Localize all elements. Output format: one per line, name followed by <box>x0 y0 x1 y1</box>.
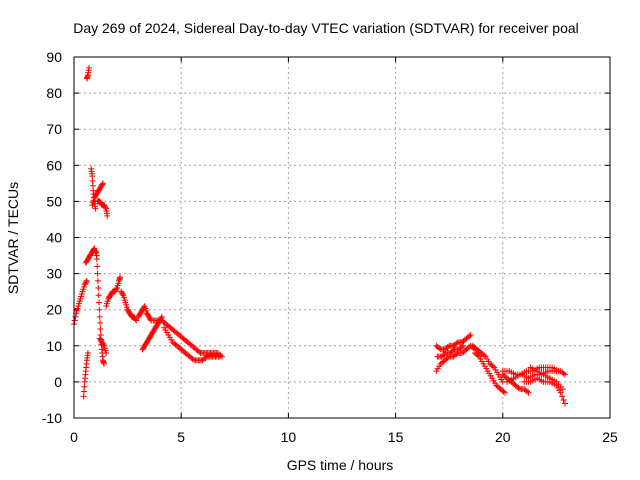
data-point <box>489 363 496 370</box>
data-point <box>99 180 106 187</box>
data-point <box>466 333 473 340</box>
data-point <box>97 319 104 326</box>
y-tick-label: 60 <box>46 157 62 173</box>
data-point <box>481 352 488 359</box>
data-point <box>96 306 103 313</box>
data-point <box>474 352 481 359</box>
data-point <box>103 350 110 357</box>
data-point <box>71 317 78 324</box>
data-point <box>97 325 104 332</box>
data-point <box>92 205 99 212</box>
y-axis-label: SDTVAR / TECUs <box>5 182 21 294</box>
y-tick-label: 30 <box>46 266 62 282</box>
y-tick-label: 70 <box>46 121 62 137</box>
data-point <box>141 304 148 311</box>
y-tick-label: 90 <box>46 49 62 65</box>
y-tick-label: -10 <box>42 410 62 426</box>
data-point <box>559 386 566 393</box>
data-point <box>99 181 106 188</box>
x-tick-label: 20 <box>495 429 511 445</box>
x-tick-label: 0 <box>70 429 78 445</box>
data-point <box>196 348 203 355</box>
data-point <box>84 350 91 357</box>
data-point <box>119 291 126 298</box>
y-tick-label: 50 <box>46 193 62 209</box>
data-point <box>560 396 567 403</box>
plot-frame <box>73 56 611 419</box>
data-point <box>524 388 531 395</box>
data-point <box>525 389 532 396</box>
data-point <box>95 285 102 292</box>
data-point <box>83 277 90 284</box>
data-point <box>96 299 103 306</box>
x-tick-label: 15 <box>388 429 404 445</box>
data-point <box>101 360 108 367</box>
data-point <box>444 344 451 351</box>
y-tick-label: 40 <box>46 230 62 246</box>
data-point <box>133 317 140 324</box>
data-point <box>450 347 457 354</box>
data-point <box>189 356 196 363</box>
data-point <box>104 212 111 219</box>
data-point <box>515 384 522 391</box>
data-point <box>458 344 465 351</box>
data-point <box>72 313 79 320</box>
data-point <box>147 316 154 323</box>
data-point <box>83 279 90 286</box>
grid-lines <box>74 57 610 418</box>
data-point <box>202 354 209 361</box>
data-point <box>453 340 460 347</box>
data-point <box>216 353 223 360</box>
data-point <box>86 64 93 71</box>
data-point <box>113 286 120 293</box>
data-point <box>560 370 567 377</box>
x-tick-label: 25 <box>602 429 618 445</box>
data-point <box>102 204 109 211</box>
x-tick-label: 5 <box>177 429 185 445</box>
y-tick-label: 0 <box>54 374 62 390</box>
data-point <box>559 393 566 400</box>
data-point <box>94 277 101 284</box>
data-point <box>94 270 101 277</box>
data-point <box>467 331 474 338</box>
data-point <box>436 345 443 352</box>
data-point <box>441 351 448 358</box>
data-point <box>96 313 103 320</box>
data-point <box>117 274 124 281</box>
data-point <box>555 368 562 375</box>
data-point <box>501 389 508 396</box>
data-points <box>71 64 568 407</box>
chart-title: Day 269 of 2024, Sidereal Day-to-day VTE… <box>73 20 579 36</box>
data-point <box>93 248 100 255</box>
data-point <box>500 388 507 395</box>
data-point <box>460 342 467 349</box>
data-point <box>93 256 100 263</box>
data-point <box>94 263 101 270</box>
y-tick-label: 10 <box>46 338 62 354</box>
data-point <box>557 389 564 396</box>
x-axis-label: GPS time / hours <box>287 457 394 473</box>
data-point <box>561 371 568 378</box>
data-point <box>100 341 107 348</box>
data-point <box>95 292 102 299</box>
x-tick-label: 10 <box>281 429 297 445</box>
y-tick-label: 80 <box>46 85 62 101</box>
data-point <box>561 400 568 407</box>
y-tick-label: 20 <box>46 302 62 318</box>
axis-ticks: 0 5 10 15 20 25 -10 0 10 20 30 40 50 60 70 80 90 <box>42 49 618 445</box>
